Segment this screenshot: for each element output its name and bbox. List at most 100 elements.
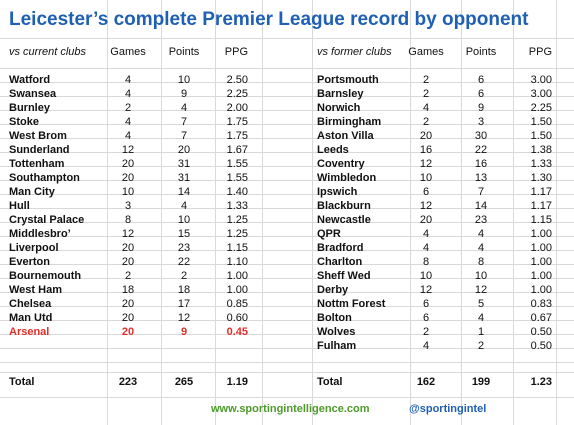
club-name: QPR [317,228,341,240]
ppg-value: 1.15 [226,242,248,254]
club-name: Swansea [9,88,57,100]
ppg-value: 0.60 [226,312,248,324]
games-value: 6 [422,312,430,324]
points-value: 6 [477,88,485,100]
ppg-value: 1.33 [530,158,552,170]
ppg-value: 1.30 [530,172,552,184]
games-value: 2 [422,326,430,338]
column-header-games: Games [110,46,146,58]
points-value: 31 [177,158,191,170]
section-header: vs current clubs [9,46,87,58]
club-name: Wolves [317,326,356,338]
games-value: 12 [419,158,433,170]
grid-line-horizontal [0,124,574,125]
games-value: 20 [419,214,433,226]
club-name: Crystal Palace [9,214,85,226]
games-value: 2 [422,116,430,128]
points-value: 17 [177,298,191,310]
grid-line-horizontal [0,110,574,111]
points-value: 14 [177,186,191,198]
grid-line-horizontal [0,362,574,363]
grid-line-vertical [556,0,557,425]
points-value: 4 [477,242,485,254]
grid-line-horizontal [0,180,574,181]
games-value: 4 [422,102,430,114]
total-label: Total [317,376,343,388]
grid-line-horizontal [0,236,574,237]
points-value: 4 [180,200,188,212]
club-name: Nottm Forest [317,298,386,310]
ppg-value: 1.00 [530,270,552,282]
club-name: West Ham [9,284,62,296]
ppg-value: 1.17 [530,186,552,198]
games-value: 3 [124,200,132,212]
grid-line-horizontal [0,194,574,195]
ppg-value: 0.83 [530,298,552,310]
ppg-value: 1.50 [530,130,552,142]
ppg-value: 1.75 [226,130,248,142]
ppg-value: 1.55 [226,158,248,170]
grid-line-horizontal [0,208,574,209]
column-header-points: Points [168,46,200,58]
points-value: 7 [477,186,485,198]
points-value: 14 [474,200,488,212]
grid-line-vertical [107,0,108,425]
club-name: Southampton [9,172,80,184]
ppg-value: 3.00 [530,74,552,86]
ppg-value: 1.25 [226,228,248,240]
games-value: 2 [422,74,430,86]
grid-line-vertical [312,0,313,425]
club-name: Birmingham [317,116,382,128]
games-value: 20 [419,130,433,142]
games-value: 20 [121,172,135,184]
points-value: 16 [474,158,488,170]
ppg-value: 1.40 [226,186,248,198]
ppg-value: 1.55 [226,172,248,184]
grid-line-vertical [215,0,216,425]
club-name: Derby [317,284,349,296]
page-title: Leicester’s complete Premier League reco… [9,9,529,30]
club-name: Aston Villa [317,130,374,142]
club-name: Sheff Wed [317,270,371,282]
ppg-value: 1.38 [530,144,552,156]
points-value: 7 [180,130,188,142]
games-value: 20 [121,298,135,310]
grid-line-horizontal [0,320,574,321]
games-value: 6 [422,298,430,310]
ppg-value: 2.25 [226,88,248,100]
points-value: 3 [477,116,485,128]
club-name: Burnley [9,102,50,114]
points-value: 8 [477,256,485,268]
points-value: 23 [177,242,191,254]
games-value: 4 [422,340,430,352]
points-value: 12 [474,284,488,296]
ppg-value: 3.00 [530,88,552,100]
grid-line-horizontal [0,278,574,279]
club-name: West Brom [9,130,67,142]
total-points: 199 [471,376,491,388]
club-name: Blackburn [317,200,371,212]
grid-line-horizontal [0,138,574,139]
games-value: 4 [124,88,132,100]
club-name: Sunderland [9,144,70,156]
games-value: 10 [419,172,433,184]
points-value: 4 [180,102,188,114]
points-value: 2 [477,340,485,352]
club-name: Tottenham [9,158,65,170]
club-name: Newcastle [317,214,371,226]
ppg-value: 1.17 [530,200,552,212]
grid-line-vertical [513,0,514,425]
club-name: Chelsea [9,298,52,310]
ppg-value: 1.75 [226,116,248,128]
ppg-value: 0.45 [226,326,248,338]
ppg-value: 1.33 [226,200,248,212]
ppg-value: 1.67 [226,144,248,156]
points-value: 23 [474,214,488,226]
points-value: 18 [177,284,191,296]
website-link: www.sportingintelligence.com [211,403,370,415]
club-name: Bolton [317,312,352,324]
grid-line-horizontal [0,348,574,349]
club-name: Everton [9,256,50,268]
twitter-handle: @sportingintel [409,403,487,415]
ppg-value: 1.00 [530,228,552,240]
